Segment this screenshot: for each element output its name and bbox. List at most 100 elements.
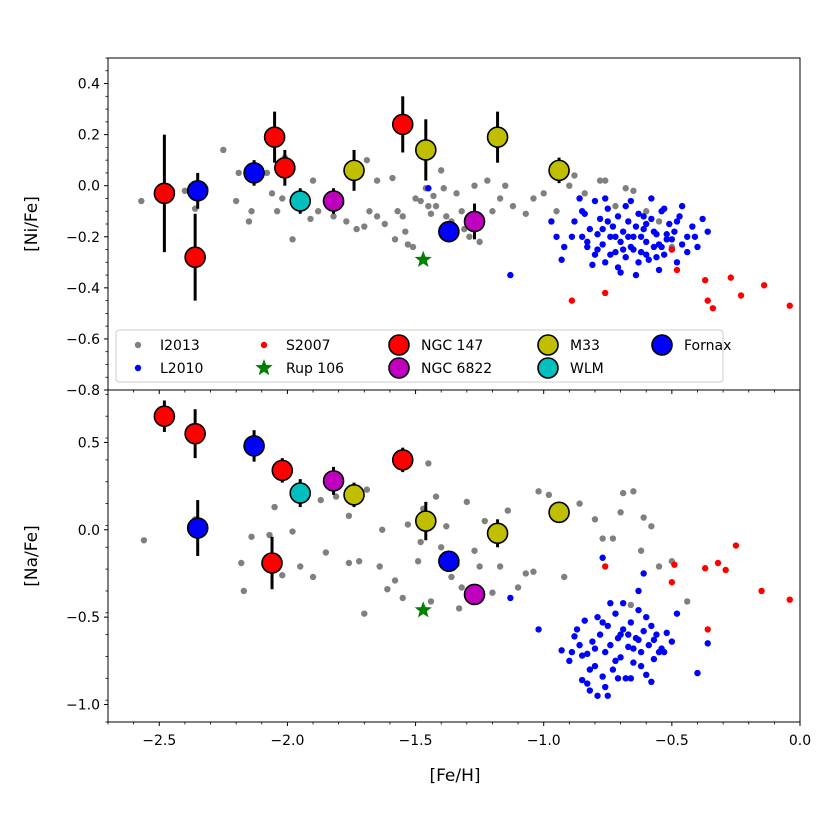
point-l2010: [627, 675, 635, 682]
point-ngc-147: [184, 422, 206, 445]
point-l2010: [668, 236, 676, 243]
point-i2013: [432, 493, 440, 500]
point-i2013: [571, 172, 578, 179]
point-i2013: [384, 586, 391, 593]
point-i2013: [430, 192, 437, 200]
point-l2010: [607, 599, 614, 607]
point-i2013: [535, 488, 542, 495]
point-s2007: [668, 579, 676, 586]
x-tick-label: −0.5: [655, 733, 689, 749]
point-l2010: [643, 238, 650, 246]
point-l2010: [655, 648, 663, 656]
point-s2007: [704, 626, 711, 633]
point-l2010: [619, 626, 627, 633]
point-l2010: [612, 610, 619, 617]
point-i2013: [443, 213, 450, 220]
point-l2010: [632, 223, 640, 230]
point-m33: [343, 484, 365, 506]
point-l2010: [691, 233, 699, 240]
series-s2007: [602, 542, 793, 633]
point-l2010: [640, 627, 647, 635]
point-i2013: [417, 538, 424, 546]
point-wlm: [289, 482, 312, 504]
point-l2010: [612, 233, 619, 240]
point-l2010: [599, 225, 606, 233]
point-i2013: [353, 225, 360, 233]
point-l2010: [643, 251, 650, 258]
point-ngc-6822: [322, 470, 345, 492]
point-i2013: [381, 220, 388, 228]
point-l2010: [650, 228, 658, 235]
point-i2013: [540, 190, 547, 197]
point-l2010: [612, 657, 619, 665]
x-axis-label: [Fe/H]: [429, 766, 480, 786]
point-l2010: [663, 236, 670, 243]
point-l2010: [637, 648, 645, 656]
point-l2010: [596, 215, 604, 223]
point-i2013: [489, 589, 496, 596]
point-l2010: [604, 692, 611, 699]
point-s2007: [786, 302, 793, 309]
point-l2010: [584, 238, 591, 246]
y-tick-label: −0.2: [66, 230, 100, 246]
point-l2010: [648, 622, 655, 630]
point-ngc-147: [263, 126, 286, 148]
point-l2010: [566, 657, 573, 665]
legend-marker: [134, 364, 142, 372]
nife-panel: −0.8 −0.6 −0.4 −0.2 0.0 0.2 0.4 [Ni/Fe]: [22, 57, 801, 399]
y-tick-label: 0.2: [78, 128, 100, 144]
point-i2013: [322, 549, 330, 556]
point-i2013: [332, 493, 340, 500]
point-l2010: [619, 599, 627, 607]
point-l2010: [673, 259, 681, 266]
point-fornax: [186, 517, 209, 539]
point-i2013: [330, 213, 337, 220]
point-s2007: [737, 292, 745, 299]
y-axis-label: [Na/Fe]: [22, 525, 42, 586]
point-i2013: [389, 174, 396, 182]
point-l2010: [676, 213, 683, 220]
point-fornax: [438, 220, 460, 243]
point-l2010: [571, 633, 578, 640]
point-s2007: [709, 305, 717, 312]
point-i2013: [235, 169, 242, 177]
point-i2013: [496, 563, 504, 570]
point-l2010: [622, 254, 629, 261]
point-m33: [548, 159, 570, 182]
point-i2013: [437, 167, 445, 174]
legend-item: I2013: [134, 338, 200, 354]
point-fornax: [186, 180, 209, 202]
point-rup106: [414, 250, 432, 267]
y-tick-label: 0.4: [78, 77, 100, 93]
point-l2010: [699, 215, 706, 223]
point-l2010: [694, 669, 701, 677]
point-i2013: [458, 584, 465, 591]
point-l2010: [548, 218, 555, 225]
point-l2010: [596, 631, 604, 638]
point-i2013: [617, 509, 624, 516]
point-l2010: [604, 205, 611, 212]
point-l2010: [573, 626, 581, 633]
point-i2013: [220, 146, 227, 154]
point-i2013: [522, 570, 529, 577]
point-l2010: [558, 647, 565, 654]
point-l2010: [576, 195, 583, 202]
point-l2010: [635, 636, 642, 644]
series-fornax: [186, 430, 460, 573]
point-i2013: [440, 185, 447, 192]
point-i2013: [425, 202, 432, 210]
point-i2013: [391, 236, 399, 243]
point-ngc-147: [153, 182, 176, 205]
point-l2010: [591, 251, 599, 258]
point-i2013: [399, 213, 406, 220]
point-i2013: [509, 202, 517, 210]
point-l2010: [594, 246, 601, 253]
point-l2010: [648, 678, 655, 686]
series-wlm: [289, 479, 312, 508]
point-i2013: [458, 208, 465, 215]
series-m33: [343, 482, 570, 548]
point-i2013: [476, 563, 483, 570]
point-i2013: [471, 547, 478, 554]
